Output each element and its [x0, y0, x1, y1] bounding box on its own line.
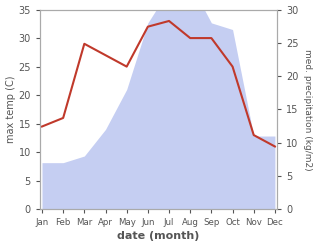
Y-axis label: max temp (C): max temp (C) [5, 76, 16, 143]
Y-axis label: med. precipitation (kg/m2): med. precipitation (kg/m2) [303, 49, 313, 170]
X-axis label: date (month): date (month) [117, 231, 200, 242]
